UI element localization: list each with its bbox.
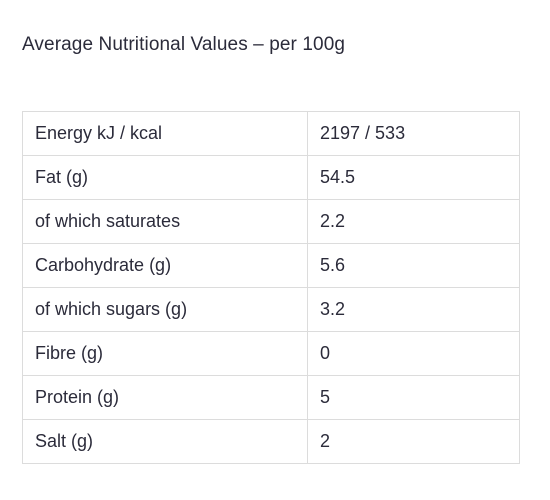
nutrient-label: Energy kJ / kcal	[22, 111, 308, 156]
table-row-sugars: of which sugars (g) 3.2	[22, 287, 520, 332]
nutrient-value: 2197 / 533	[307, 111, 520, 156]
nutrient-value: 54.5	[307, 155, 520, 200]
nutrient-value: 5	[307, 375, 520, 420]
nutrient-label: Carbohydrate (g)	[22, 243, 308, 288]
nutrition-heading: Average Nutritional Values – per 100g	[22, 34, 346, 55]
nutrient-value: 2	[307, 419, 520, 464]
nutrient-label: of which saturates	[22, 199, 308, 244]
nutrient-label: Protein (g)	[22, 375, 308, 420]
nutrient-label: of which sugars (g)	[22, 287, 308, 332]
nutrient-value: 0	[307, 331, 520, 376]
table-row-protein: Protein (g) 5	[22, 375, 520, 420]
nutrient-value: 5.6	[307, 243, 520, 288]
table-row-fat: Fat (g) 54.5	[22, 155, 520, 200]
nutrient-label: Fibre (g)	[22, 331, 308, 376]
nutrient-value: 3.2	[307, 287, 520, 332]
nutrition-table-body: Energy kJ / kcal 2197 / 533 Fat (g) 54.5…	[22, 111, 520, 464]
table-row-energy: Energy kJ / kcal 2197 / 533	[22, 111, 520, 156]
table-row-salt: Salt (g) 2	[22, 419, 520, 464]
nutrient-label: Salt (g)	[22, 419, 308, 464]
table-row-carbohydrate: Carbohydrate (g) 5.6	[22, 243, 520, 288]
nutrition-table: Energy kJ / kcal 2197 / 533 Fat (g) 54.5…	[22, 111, 520, 464]
nutrient-value: 2.2	[307, 199, 520, 244]
table-row-saturates: of which saturates 2.2	[22, 199, 520, 244]
table-row-fibre: Fibre (g) 0	[22, 331, 520, 376]
nutrient-label: Fat (g)	[22, 155, 308, 200]
